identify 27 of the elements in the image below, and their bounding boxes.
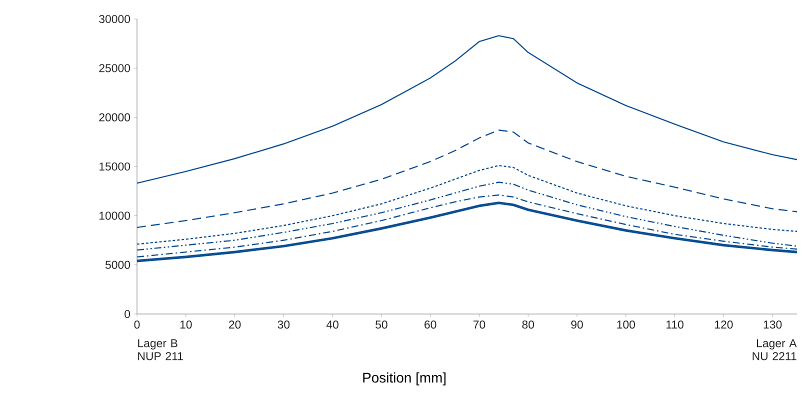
x-tick-label: 40 [326, 320, 338, 329]
x-tick-label: 20 [228, 320, 241, 329]
y-tick-label: 15000 [100, 162, 130, 171]
x-tick-label: 70 [473, 320, 486, 329]
x-tick-label: 110 [666, 320, 684, 329]
y-tick-label: 10000 [100, 212, 130, 220]
x-tick-label: 90 [571, 320, 583, 329]
line-series [136, 130, 798, 228]
x-tick-label: 120 [714, 320, 733, 329]
x-tick-label: 130 [764, 320, 782, 329]
x-tick-label: 50 [376, 320, 388, 329]
y-tick-label: 30000 [99, 14, 130, 24]
line-series [136, 164, 798, 245]
x-tick-label: 0 [134, 320, 140, 329]
x-tick-label: 60 [424, 320, 436, 329]
y-tick-label: 25000 [99, 64, 130, 72]
x-tick-label: 30 [278, 320, 290, 329]
x-tick-label: 10 [180, 320, 192, 329]
x-tick-label: 100 [617, 320, 635, 329]
x-axis-title: Position [mm] [363, 372, 446, 386]
text: Lager B NUP 211 [138, 339, 183, 360]
line-series [136, 35, 798, 184]
y-tick-label: 5000 [105, 260, 130, 269]
y-tick-label: 20000 [99, 113, 130, 122]
y-tick-label: 0 [124, 310, 130, 318]
text: Lager A NU 2211 [752, 339, 797, 360]
x-tick-label: 80 [522, 320, 534, 329]
